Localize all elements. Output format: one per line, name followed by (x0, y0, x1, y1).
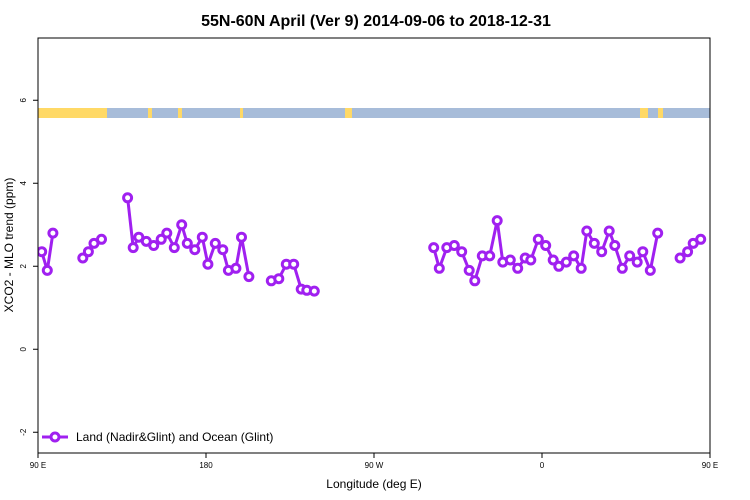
data-point (652, 227, 664, 239)
y-tick-label: 0 (19, 346, 28, 351)
data-point (82, 246, 94, 258)
data-point (616, 262, 628, 274)
data-point (448, 240, 460, 251)
y-tick-label: 4 (19, 180, 28, 185)
data-point (77, 252, 89, 264)
chart-title: 55N-60N April (Ver 9) 2014-09-06 to 2018… (201, 13, 551, 30)
data-point (728, 244, 736, 252)
data-point (682, 246, 694, 258)
data-point (181, 237, 193, 249)
data-point (155, 233, 167, 245)
data-point (512, 262, 524, 274)
data-point (609, 240, 621, 251)
data-point (560, 256, 572, 268)
data-point (38, 246, 48, 258)
ocean-band (663, 108, 710, 118)
data-point (236, 231, 247, 243)
x-tick-label: 90 E (702, 461, 718, 470)
data-point (433, 262, 445, 274)
y-tick-label: 2 (19, 263, 28, 268)
legend: Land (Nadir&Glint) and Ocean (Glint) (42, 430, 273, 444)
y-tick-label: -2 (19, 428, 28, 436)
data-point (532, 233, 544, 245)
data-point (176, 219, 188, 231)
data-point (428, 242, 440, 254)
data-point (469, 275, 481, 287)
data-point (596, 246, 608, 258)
data-point (202, 258, 214, 270)
y-axis-label: XCO2 - MLO trend (ppm) (2, 178, 16, 313)
ocean-band (648, 108, 658, 118)
data-point (547, 254, 559, 266)
data-point (568, 250, 580, 262)
data-point (736, 233, 744, 241)
data-point (484, 250, 496, 262)
legend-marker (49, 431, 61, 443)
x-tick-label: 180 (199, 461, 213, 470)
data-point (288, 258, 300, 270)
data-point (196, 231, 208, 243)
data-point (674, 252, 686, 264)
data-point (723, 194, 731, 202)
y-axis: -2 0 2 4 6 (19, 97, 38, 436)
data-point (631, 256, 643, 268)
data-point (463, 264, 475, 276)
data-point (491, 215, 503, 227)
data-point (168, 242, 180, 254)
data-point (161, 227, 173, 239)
data-point (588, 237, 600, 249)
data-point (209, 237, 221, 249)
data-point (456, 246, 468, 258)
data-point (189, 244, 201, 256)
data-point (308, 285, 320, 297)
data-point (581, 225, 593, 237)
data-point (148, 240, 160, 251)
series-layer (38, 192, 750, 297)
data-point (243, 271, 255, 283)
ocean-band (352, 108, 640, 118)
data-point (122, 192, 134, 204)
ocean-band (243, 108, 345, 118)
data-point (504, 254, 516, 266)
data-point (637, 246, 649, 258)
land-ocean-strip (38, 108, 710, 118)
data-point (743, 237, 750, 245)
x-axis: 90 E 180 90 W 0 90 E (30, 453, 718, 470)
data-point (41, 264, 53, 276)
legend-label: Land (Nadir&Glint) and Ocean (Glint) (76, 430, 273, 444)
x-axis-label: Longitude (deg E) (326, 477, 421, 491)
x-tick-label: 0 (540, 461, 545, 470)
y-tick-label: 6 (19, 97, 28, 102)
series-line-segment (727, 198, 750, 248)
data-point (96, 233, 107, 245)
data-point (575, 262, 587, 274)
ocean-band (182, 108, 240, 118)
data-point (540, 240, 552, 251)
data-point (127, 242, 139, 254)
data-point (624, 250, 636, 262)
data-point (273, 273, 285, 285)
data-point (217, 244, 229, 256)
data-point (695, 233, 707, 245)
data-point (230, 262, 242, 274)
x-tick-label: 90 W (365, 461, 384, 470)
data-point (525, 254, 537, 266)
ocean-band (107, 108, 148, 118)
data-point (603, 225, 615, 237)
ocean-band (152, 108, 178, 118)
data-point (47, 227, 59, 239)
data-point (644, 264, 656, 276)
x-tick-label: 90 E (30, 461, 46, 470)
plot-frame (37, 37, 711, 454)
